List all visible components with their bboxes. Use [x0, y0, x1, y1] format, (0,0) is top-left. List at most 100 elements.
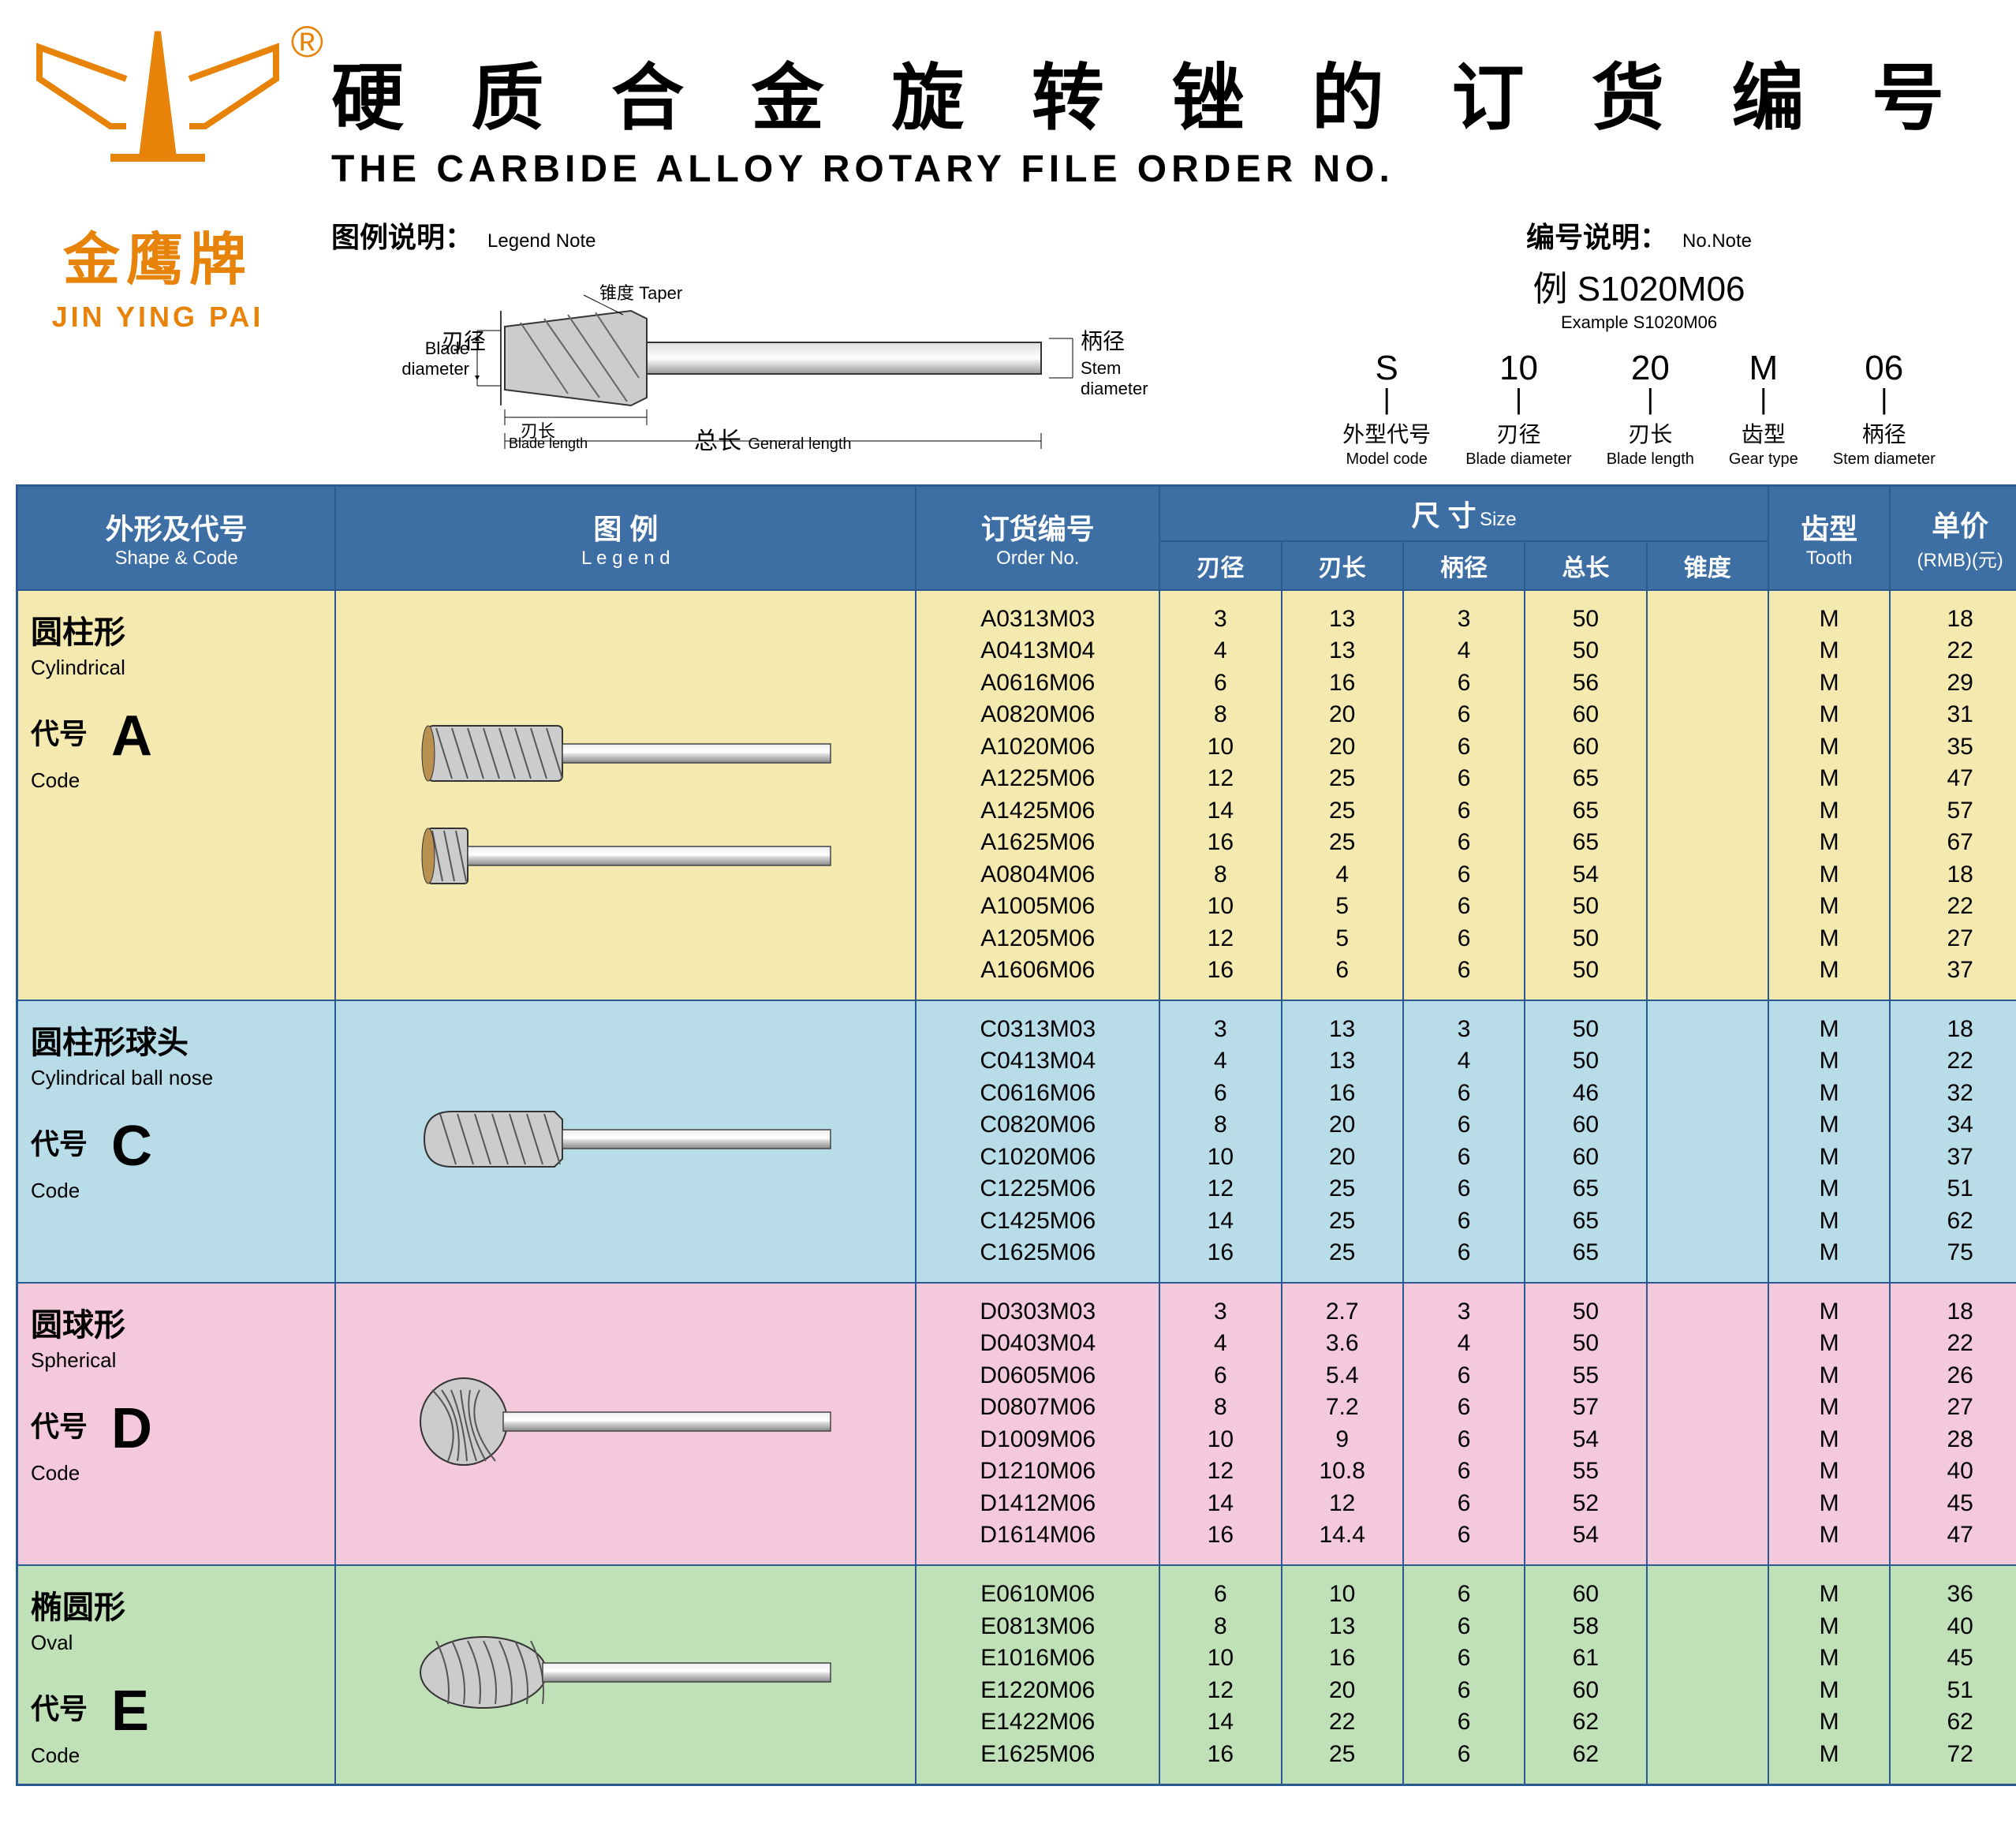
hdr-dim: 总长	[1525, 541, 1646, 590]
product-row-E: 椭圆形 Oval 代号E Code E0610M06E0813M06E1016M…	[17, 1565, 2016, 1785]
hdr-tooth-en: Tooth	[1772, 547, 1886, 570]
shape-name-cn: 椭圆形	[31, 1582, 322, 1627]
breakdown-cn: 刃长	[1628, 417, 1672, 449]
code-breakdown: S | 外型代号 Model code10 | 刃径 Blade diamete…	[1246, 349, 2016, 469]
breakdown-en: Gear type	[1729, 450, 1798, 469]
breakdown-cn: 外型代号	[1342, 417, 1431, 449]
diagram-bl-en: Blade length	[509, 435, 588, 451]
logo-block: ® 金鹰牌 JIN YING PAI	[16, 16, 300, 334]
breakdown-cn: 柄径	[1862, 417, 1906, 449]
breakdown-en: Stem diameter	[1833, 450, 1936, 469]
hdr-shape-en: Shape & Code	[21, 547, 331, 570]
no-note-en: No.Note	[1682, 230, 1752, 252]
shape-name-cn: 圆柱形球头	[31, 1017, 322, 1063]
general-length: 5050466060656565	[1525, 1000, 1646, 1283]
hdr-legend-en: L e g e n d	[339, 547, 912, 570]
shape-name-en: Spherical	[31, 1348, 322, 1373]
tool-oval-icon	[405, 1617, 846, 1728]
stem-diameter: 666666	[1403, 1565, 1525, 1785]
diagram-gl-cn: 总长	[694, 428, 741, 454]
order-numbers: A0313M03A0413M04A0616M06A0820M06A1020M06…	[916, 590, 1159, 1000]
hdr-shape-cn: 外形及代号	[21, 506, 331, 547]
hdr-size-cn: 尺 寸	[1411, 499, 1476, 532]
legend-title-cn: 图例说明：	[331, 221, 473, 253]
eagle-logo-icon	[32, 16, 284, 205]
title-block: 硬 质 合 金 旋 转 锉 的 订 货 编 号 THE CARBIDE ALLO…	[331, 16, 2016, 469]
no-note-cn: 编号说明：	[1526, 221, 1668, 253]
diagram-taper-en: Taper	[639, 283, 682, 303]
blade-length: 101316202225	[1282, 1565, 1403, 1785]
order-numbers: E0610M06E0813M06E1016M06E1220M06E1422M06…	[916, 1565, 1159, 1785]
blade-length: 1313162020252525	[1282, 1000, 1403, 1283]
code-label: 代号C	[31, 1114, 322, 1179]
general-length: 605861606262	[1525, 1565, 1646, 1785]
tool-image-cell	[335, 1000, 916, 1283]
code-label-en: Code	[31, 768, 322, 793]
product-row-A: 圆柱形 Cylindrical 代号A Code A0313M03A0413M0…	[17, 590, 2016, 1000]
code-label: 代号E	[31, 1679, 322, 1743]
tool-image-cell	[335, 1283, 916, 1565]
blade-diameter: 346810121416	[1159, 1000, 1281, 1283]
shape-name-en: Oval	[31, 1631, 322, 1655]
general-length: 505056606065656554505050	[1525, 590, 1646, 1000]
blade-diameter: 3468101214168101216	[1159, 590, 1281, 1000]
hdr-dim: 刃径	[1159, 541, 1281, 590]
order-numbers: C0313M03C0413M04C0616M06C0820M06C1020M06…	[916, 1000, 1159, 1283]
price: 1822323437516275	[1890, 1000, 2016, 1283]
diagram-taper-cn: 锥度	[599, 283, 634, 303]
tool-diagram: 锥度 Taper Blade diameter 刃径 刃长 Blade leng…	[363, 263, 1152, 453]
brand-name-en: JIN YING PAI	[52, 301, 264, 334]
example-en: Example S1020M06	[1246, 312, 2016, 333]
tooth-type: MMMMMMMM	[1768, 1000, 1890, 1283]
breakdown-cn: 刃径	[1496, 417, 1540, 449]
breakdown-en: Model code	[1346, 450, 1427, 469]
code-label-en: Code	[31, 1179, 322, 1203]
tooth-type: MMMMMMMMMMMM	[1768, 590, 1890, 1000]
blade-diameter: 6810121416	[1159, 1565, 1281, 1785]
hdr-legend-cn: 图 例	[339, 506, 912, 547]
shape-name-cn: 圆柱形	[31, 607, 322, 652]
tool-spherical-icon	[405, 1366, 846, 1477]
page-title-en: THE CARBIDE ALLOY ROTARY FILE ORDER NO.	[331, 148, 2016, 191]
diagram-sd-en: Stem diameter	[1081, 358, 1148, 398]
registered-mark: ®	[291, 16, 323, 67]
hdr-dim: 锥度	[1647, 541, 1768, 590]
diagram-bd-cn: 刃径	[442, 329, 486, 353]
blade-length: 2.73.65.47.2910.81214.4	[1282, 1283, 1403, 1565]
taper	[1647, 1000, 1768, 1283]
hdr-price-cn: 单价	[1894, 503, 2016, 544]
product-table: 外形及代号Shape & Code 图 例L e g e n d 订货编号Ord…	[16, 484, 2016, 1786]
code-label-en: Code	[31, 1743, 322, 1768]
hdr-order-cn: 订货编号	[920, 506, 1155, 547]
diagram-sd-cn: 柄径	[1081, 329, 1125, 353]
header: ® 金鹰牌 JIN YING PAI 硬 质 合 金 旋 转 锉 的 订 货 编…	[16, 16, 2016, 469]
legend-title-en: Legend Note	[487, 230, 595, 252]
hdr-dim: 刃长	[1282, 541, 1403, 590]
hdr-size-en: Size	[1480, 509, 1517, 530]
product-row-C: 圆柱形球头 Cylindrical ball nose 代号C Code C03…	[17, 1000, 2016, 1283]
hdr-tooth-cn: 齿型	[1772, 506, 1886, 547]
general-length: 5050555754555254	[1525, 1283, 1646, 1565]
stem-diameter: 34666666	[1403, 1000, 1525, 1283]
tooth-type: MMMMMM	[1768, 1565, 1890, 1785]
tool-image-cell	[335, 590, 916, 1000]
number-note-block: 编号说明： No.Note 例 S1020M06 Example S1020M0…	[1246, 215, 2016, 469]
hdr-order-en: Order No.	[920, 547, 1155, 570]
taper	[1647, 1283, 1768, 1565]
shape-name-cn: 圆球形	[31, 1299, 322, 1345]
tool-ballnose-icon	[405, 1084, 846, 1194]
page-title-cn: 硬 质 合 金 旋 转 锉 的 订 货 编 号	[331, 39, 2016, 144]
code-label: 代号A	[31, 704, 322, 768]
code-label: 代号D	[31, 1396, 322, 1461]
stem-diameter: 346666666666	[1403, 590, 1525, 1000]
tool-image-cell	[335, 1565, 916, 1785]
taper	[1647, 590, 1768, 1000]
order-numbers: D0303M03D0403M04D0605M06D0807M06D1009M06…	[916, 1283, 1159, 1565]
hdr-dim: 柄径	[1403, 541, 1525, 590]
tool-cylindrical-icon	[405, 690, 846, 895]
breakdown-cn: 齿型	[1742, 417, 1786, 449]
code-label-en: Code	[31, 1461, 322, 1485]
breakdown-en: Blade length	[1607, 450, 1694, 469]
blade-diameter: 346810121416	[1159, 1283, 1281, 1565]
stem-diameter: 34666666	[1403, 1283, 1525, 1565]
